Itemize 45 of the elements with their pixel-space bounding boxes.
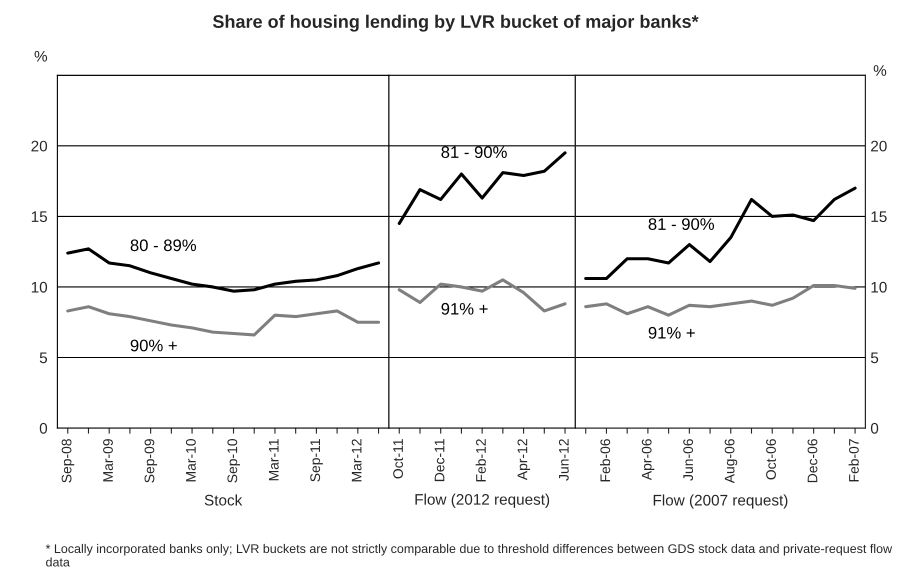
x-tick-label: Mar-10 — [186, 439, 196, 482]
x-tick-label: Sep-10 — [227, 439, 240, 483]
series-label: 91% + — [648, 326, 695, 339]
x-tick-label: Mar-09 — [103, 439, 113, 482]
x-tick-label: Sep-08 — [62, 439, 74, 483]
x-axis-title: Stock — [204, 494, 242, 506]
y-tick-label: 20 — [31, 140, 48, 152]
y2-tick-label: 5 — [870, 352, 878, 364]
x-tick-label: Jun-12 — [558, 439, 569, 481]
text: * Locally incorporated banks only; LVR buckets are not strictly comparable due to threshold differences between GDS stock data and private-request flow data — [46, 544, 892, 567]
series-label: 81 - 90% — [648, 218, 714, 230]
y-tick-label: 10 — [32, 282, 48, 293]
series-label: 81 - 90% — [441, 146, 507, 158]
line-series — [66, 305, 380, 336]
x-axis-title: Flow (2007 request) — [654, 494, 788, 509]
x-tick-label: Aug-06 — [724, 439, 738, 484]
x-tick-label: Feb-12 — [476, 439, 486, 482]
x-axis-title: Flow (2012 request) — [415, 494, 550, 508]
series-label: 90% + — [130, 340, 177, 352]
x-tick-label: Mar-12 — [352, 439, 362, 482]
y2-axis-title: % — [874, 65, 886, 76]
y-tick-label: 15 — [32, 211, 48, 222]
y2-tick-label: 10 — [871, 282, 887, 293]
y2-tick-label: 20 — [871, 140, 887, 152]
x-tick-label: Dec-06 — [808, 439, 818, 482]
series-label: 91% + — [441, 302, 488, 315]
y-axis-title: % — [34, 50, 48, 62]
x-tick-label: Apr-06 — [642, 439, 654, 480]
series-label: 80 - 89% — [130, 239, 196, 252]
x-tick-label: Mar-11 — [268, 439, 279, 480]
y-tick-label: 0 — [40, 422, 48, 434]
x-tick-label: Oct-06 — [766, 439, 776, 480]
y2-tick-label: 15 — [871, 211, 887, 222]
y-tick-label: 5 — [40, 352, 48, 364]
text: Share of housing lending by LVR bucket of major banks* — [212, 14, 699, 32]
y2-tick-label: 0 — [870, 422, 878, 434]
x-tick-label: Sep-09 — [144, 439, 158, 483]
x-tick-label: Feb-06 — [600, 439, 610, 482]
x-tick-label: Feb-07 — [848, 439, 859, 482]
x-tick-label: Sep-11 — [310, 439, 323, 482]
x-tick-label: Jun-06 — [683, 439, 694, 481]
x-tick-label: Apr-12 — [517, 439, 530, 480]
x-tick-label: Dec-11 — [434, 439, 444, 482]
line-series — [584, 284, 857, 317]
x-tick-label: Oct-11 — [393, 439, 403, 478]
